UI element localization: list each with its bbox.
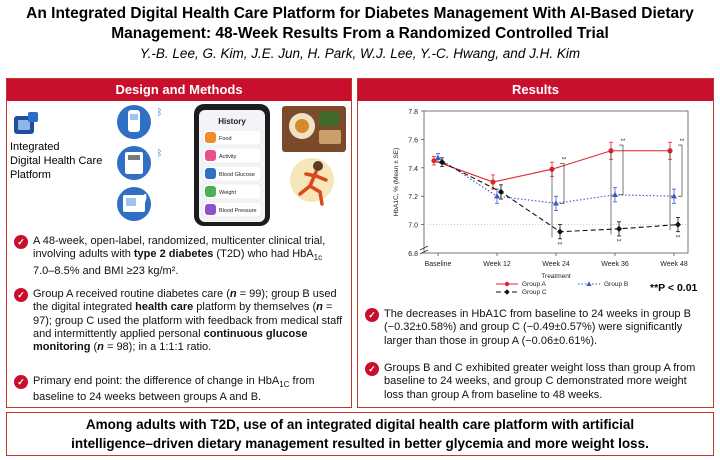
x-tick-label: Week 36 <box>601 261 629 268</box>
data-point <box>616 225 622 233</box>
title-line-1: An Integrated Digital Health Care Platfo… <box>26 5 694 22</box>
glucose-meter-icon <box>117 105 151 139</box>
significance-mark: ** <box>558 242 563 248</box>
x-tick-label: Week 24 <box>542 261 570 268</box>
check-icon: ✓ <box>365 362 379 376</box>
significance-mark: ** <box>562 158 567 164</box>
food-photo-icon <box>282 106 346 152</box>
phone-item-label: Activity <box>219 154 237 160</box>
y-tick-label: 7.4 <box>408 166 418 173</box>
scale-icon <box>117 146 151 180</box>
check-icon: ✓ <box>14 375 28 389</box>
significance-mark: ** <box>617 240 622 246</box>
phone-menu-item: Blood Glucose <box>202 165 262 182</box>
significance-bracket <box>678 144 683 197</box>
significance-note: **P < 0.01 <box>650 282 698 294</box>
bullet-primary-endpoint: ✓ Primary end point: the difference of c… <box>14 375 346 405</box>
blood-pressure-monitor-icon <box>117 187 151 221</box>
phone-item-label: Food <box>219 136 232 142</box>
data-point <box>490 179 496 185</box>
phone-item-icon <box>205 150 216 161</box>
data-point <box>671 193 677 199</box>
phone-item-label: Weight <box>219 190 236 196</box>
legend-item: Group C <box>496 289 547 296</box>
data-point <box>439 158 445 166</box>
conclusion-line-2: intelligence–driven dietary management r… <box>71 436 649 451</box>
data-point <box>494 193 500 199</box>
legend-marker <box>504 281 510 287</box>
paper-title: An Integrated Digital Health Care Platfo… <box>0 4 720 44</box>
legend-marker <box>586 281 592 286</box>
x-tick-label: Baseline <box>425 261 452 268</box>
results-heading: Results <box>358 79 713 101</box>
series-group-c <box>439 157 681 240</box>
legend-label: Group A <box>522 281 547 288</box>
bluetooth-icon: ᛒ <box>157 107 162 117</box>
bullet-groups: ✓ Group A received routine diabetes care… <box>14 288 346 354</box>
significance-mark: ** <box>621 139 626 145</box>
svg-text:ᛒ: ᛒ <box>157 148 162 158</box>
phone-item-icon <box>205 186 216 197</box>
legend-marker <box>504 289 510 295</box>
phone-header: History <box>218 117 246 126</box>
significance-bracket <box>619 144 624 196</box>
x-tick-label: Week 12 <box>483 261 511 268</box>
phone-menu-item: Food <box>202 129 262 146</box>
x-tick-label: Week 48 <box>660 261 688 268</box>
results-panel: Results <box>357 78 714 408</box>
phone-item-label: Blood Glucose <box>219 172 255 178</box>
check-icon: ✓ <box>365 308 379 322</box>
platform-label: Integrated Digital Health Care Platform <box>10 141 103 181</box>
phone-menu-item: Activity <box>202 147 262 164</box>
check-icon: ✓ <box>14 288 28 302</box>
legend-label: Group C <box>522 289 547 296</box>
phone-item-icon <box>205 168 216 179</box>
axis-break-icon <box>419 245 429 255</box>
phone-menu-item: Blood Pressure <box>202 201 262 218</box>
series-group-b <box>435 153 677 211</box>
data-point <box>557 228 563 235</box>
smartphone-mockup: History Food Activity Blood Glucose Weight B… <box>194 104 270 226</box>
legend-item: Group B <box>578 281 628 288</box>
y-tick-label: 7.2 <box>408 194 418 201</box>
legend-title: Treatment <box>541 273 571 280</box>
bullet-hba1c-result: ✓ The decreases in HbA1C from baseline t… <box>365 308 709 348</box>
author-list: Y.-B. Lee, G. Kim, J.E. Jun, H. Park, W.… <box>139 46 581 61</box>
significance-bracket <box>560 163 565 204</box>
y-tick-label: 6.8 <box>408 251 418 258</box>
check-icon: ✓ <box>14 235 28 249</box>
significance-mark: ** <box>676 235 681 241</box>
y-tick-label: 7.8 <box>408 109 418 116</box>
design-methods-heading: Design and Methods <box>7 79 351 101</box>
y-tick-label: 7.0 <box>408 223 418 230</box>
data-point <box>675 221 681 228</box>
data-point <box>498 188 504 196</box>
plot-frame <box>423 110 689 254</box>
data-point <box>553 200 559 206</box>
y-axis-label: HbA1C, % (Mean ± SE) <box>393 148 400 217</box>
bullet-weight-result: ✓ Groups B and C exhibited greater weigh… <box>365 362 709 402</box>
series-line <box>441 161 679 233</box>
conclusion-line-1: Among adults with T2D, use of an integra… <box>85 417 635 432</box>
y-tick-label: 7.6 <box>408 137 418 144</box>
runner-icon <box>290 158 334 206</box>
hba1c-line-chart: 6.8 7.0 7.2 7.4 7.6 7.8 HbA1C, % (Mean ± SE) B… <box>393 109 689 296</box>
title-line-2: Management: 48-Week Results From a Rando… <box>111 25 609 42</box>
platform-illustration: ᛒ ᛒ History Food Activity Blood Glucose Wei… <box>14 104 346 226</box>
phone-item-icon <box>205 204 216 215</box>
bullet-study-design: ✓ A 48-week, open-label, randomized, mul… <box>14 235 346 278</box>
conclusion-box: Among adults with T2D, use of an integra… <box>6 412 714 456</box>
data-point <box>435 154 441 161</box>
phone-menu-item: Weight <box>202 183 262 200</box>
legend-label: Group B <box>604 281 628 288</box>
phone-item-label: Blood Pressure <box>219 208 257 214</box>
app-icon <box>14 112 38 134</box>
data-point <box>612 191 618 197</box>
phone-item-icon <box>205 132 216 143</box>
data-point <box>431 158 437 164</box>
significance-mark: ** <box>680 139 685 145</box>
legend-item: Group A <box>496 281 547 288</box>
